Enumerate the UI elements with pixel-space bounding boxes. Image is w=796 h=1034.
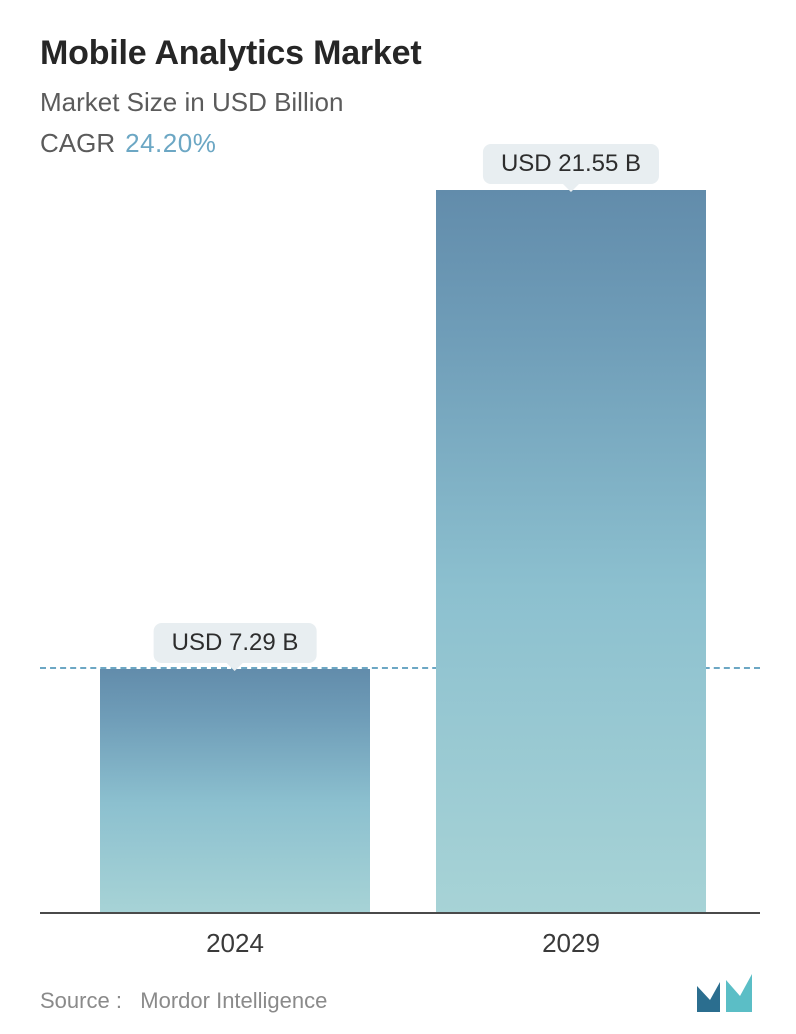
chart-card: Mobile Analytics Market Market Size in U…: [0, 0, 796, 1034]
cagr-value: 24.20%: [125, 128, 216, 158]
x-axis-baseline: [40, 912, 760, 914]
bar-value-label: USD 21.55 B: [483, 144, 659, 184]
x-axis-label: 2029: [436, 928, 706, 959]
chart-footer: Source : Mordor Intelligence: [40, 958, 760, 1014]
bar-2029: USD 21.55 B 2029: [436, 190, 706, 914]
source-text: Source : Mordor Intelligence: [40, 988, 327, 1014]
chart-title: Mobile Analytics Market: [40, 34, 760, 73]
bar-2024: USD 7.29 B 2024: [100, 669, 370, 914]
cagr-label: CAGR: [40, 128, 115, 158]
source-label: Source :: [40, 988, 122, 1013]
source-name: Mordor Intelligence: [140, 988, 327, 1013]
bar-value-label: USD 7.29 B: [154, 623, 317, 663]
x-axis-label: 2024: [100, 928, 370, 959]
brand-logo: [696, 972, 760, 1014]
plot-area: USD 7.29 B 2024 USD 21.55 B 2029: [40, 190, 760, 914]
mordor-logo-icon: [696, 972, 760, 1014]
chart-subtitle: Market Size in USD Billion: [40, 87, 760, 118]
